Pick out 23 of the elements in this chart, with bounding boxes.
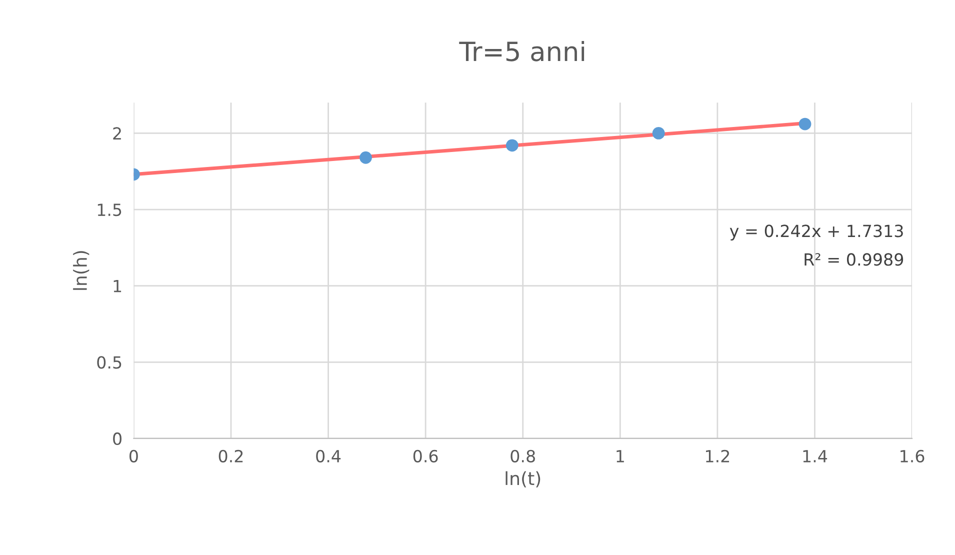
x-tick-label: 0.4 <box>316 450 341 462</box>
x-tick-label: 0.6 <box>413 450 438 462</box>
point <box>652 126 665 140</box>
x-tick-label: 0 <box>129 450 138 462</box>
point <box>360 151 372 164</box>
point <box>506 139 518 152</box>
x-tick-label: 1 <box>616 450 624 462</box>
y-tick-label: 1.5 <box>98 204 122 216</box>
chart-title: Tr=5 anni <box>459 40 584 62</box>
y-tick-label: 2 <box>113 127 121 140</box>
annotation: y = 0.242x + 1.7313 <box>730 224 903 240</box>
y-tick-label: 0 <box>113 432 122 446</box>
point <box>798 118 812 130</box>
y-tick-label: 0.5 <box>97 356 122 369</box>
annotation: R² = 0.9989 <box>804 253 904 266</box>
x-tick-label: 0.8 <box>510 450 535 462</box>
x-tick-label: 0.2 <box>218 450 243 462</box>
y-tick-label: 1 <box>114 280 122 292</box>
x-tick-label: 1.2 <box>706 450 730 462</box>
x-tick-label: 1.4 <box>803 450 828 462</box>
x-axis-title: ln(t) <box>506 471 540 488</box>
y-axis-title: ln(h) <box>73 251 90 290</box>
x-tick-label: 1.6 <box>900 450 924 462</box>
